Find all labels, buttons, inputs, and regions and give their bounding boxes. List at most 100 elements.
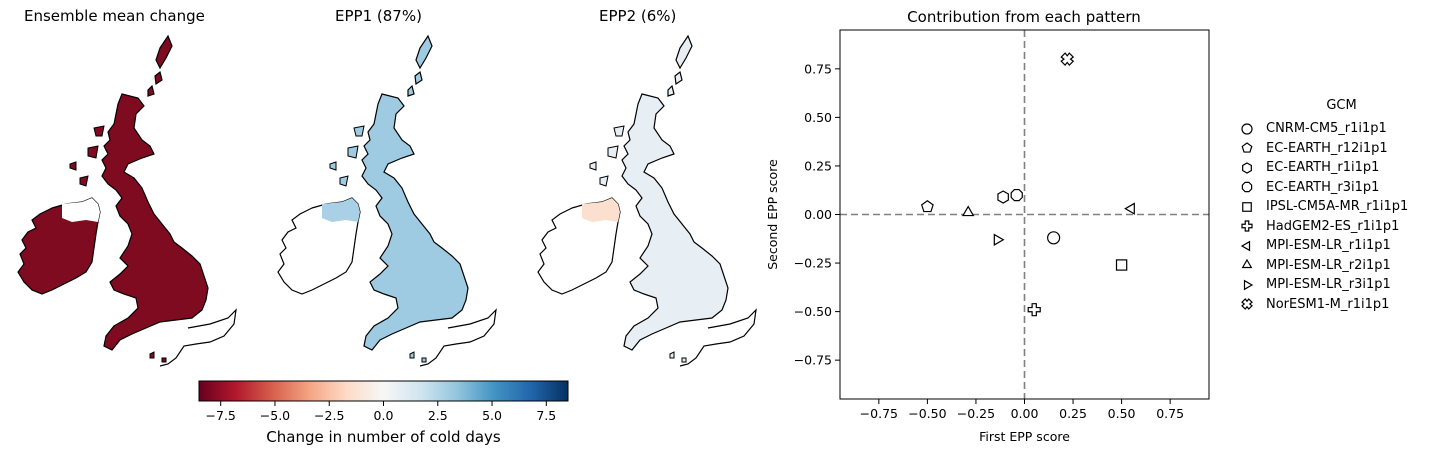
legend-entry: EC-EARTH_r3i1p1: [1232, 178, 1437, 198]
great-britain-landmass: [361, 34, 469, 351]
legend: GCM CNRM-CM5_r1i1p1 EC-EARTH_r12i1p1 EC-EA…: [1232, 98, 1437, 314]
legend-entry: IPSL-CM5A-MR_r1i1p1: [1232, 197, 1437, 217]
legend-marker-hexagon: [1242, 162, 1252, 174]
legend-marker-shape: [1241, 182, 1253, 193]
island: [589, 161, 597, 171]
legend-label: MPI-ESM-LR_r1i1p1: [1266, 238, 1391, 254]
data-point-triangle-right: [993, 233, 1005, 246]
colorbar: −7.5 −5.0 −2.5 0.0 2.5 5.0 7.5 Change in numbe…: [198, 380, 569, 446]
island: [607, 145, 619, 159]
island: [339, 175, 349, 187]
x-tick-label: −0.25: [957, 406, 995, 421]
y-tick-label: 0.50: [804, 110, 832, 125]
island: [79, 175, 89, 187]
legend-marker-shape: [1241, 259, 1253, 269]
island: [599, 175, 609, 187]
legend-marker-shape: [1241, 142, 1253, 153]
y-tick-label: 0.00: [804, 207, 832, 222]
legend-title: GCM: [1326, 98, 1357, 113]
map-title-ensemble: Ensemble mean change: [24, 7, 205, 25]
legend-label: MPI-ESM-LR_r2i1p1: [1266, 257, 1391, 273]
data-point-square: [1115, 259, 1128, 271]
colorbar-tick-label: −2.5: [314, 408, 344, 423]
island: [161, 357, 167, 363]
legend-marker-shape: [1241, 123, 1253, 135]
legend-marker-triangle-up: [1241, 259, 1253, 269]
legend-marker-x-filled: [1241, 298, 1253, 311]
scatter-chart: Contribution from each pattern −0.75 −0.5…: [765, 8, 1210, 444]
ireland-landmass: [537, 197, 621, 295]
island: [669, 351, 675, 359]
legend-marker-square: [1242, 201, 1252, 212]
map-ensemble-mean-change: [17, 34, 237, 367]
legend-marker-shape: [1243, 279, 1254, 291]
colorbar-tick-label: 0.0: [374, 408, 394, 423]
legend-marker-circle: [1241, 123, 1253, 135]
legend-marker-triangle-left: [1240, 240, 1251, 252]
x-tick-label: −0.75: [860, 406, 898, 421]
map-title-epp2: EPP2 (6%): [599, 7, 677, 25]
y-tick-label: −0.50: [794, 304, 832, 319]
data-point-hexagon: [997, 190, 1009, 204]
map-epp2: [537, 34, 757, 367]
data-point-circle: [1047, 231, 1061, 245]
y-axis-label: Second EPP score: [765, 159, 780, 270]
map-title-epp1: EPP1 (87%): [335, 7, 422, 25]
great-britain-landmass: [621, 34, 729, 351]
colorbar-tick-label: 7.5: [536, 408, 556, 423]
legend-entry: EC-EARTH_r1i1p1: [1232, 158, 1437, 178]
x-tick-label: −0.50: [908, 406, 946, 421]
colorbar-gradient: [198, 380, 569, 402]
island: [347, 145, 359, 159]
northern-ireland-region: [322, 198, 360, 222]
legend-entry: MPI-ESM-LR_r2i1p1: [1232, 256, 1437, 276]
data-point-triangle-up: [961, 205, 975, 217]
legend-marker-pentagon: [1241, 142, 1253, 153]
colorbar-tick-label: −5.0: [260, 408, 290, 423]
colorbar-tick-label: 2.5: [428, 408, 448, 423]
colorbar-tick-label: −7.5: [206, 408, 236, 423]
island: [353, 125, 365, 137]
y-tick-label: 0.75: [804, 61, 832, 76]
legend-entry: CNRM-CM5_r1i1p1: [1232, 119, 1437, 139]
island: [613, 125, 625, 137]
data-point-octagon: [1010, 188, 1023, 202]
x-tick-label: 0.50: [1108, 406, 1136, 421]
northern-ireland-region: [62, 198, 100, 222]
legend-label: IPSL-CM5A-MR_r1i1p1: [1266, 199, 1409, 215]
island: [329, 161, 337, 171]
legend-label: NorESM1-M_r1i1p1: [1266, 296, 1390, 312]
coastline-outline: [419, 308, 497, 367]
legend-marker-shape: [1242, 162, 1252, 174]
island: [421, 357, 427, 363]
y-tick-label: −0.75: [794, 353, 832, 368]
x-axis-label: First EPP score: [979, 429, 1070, 444]
legend-entry: MPI-ESM-LR_r3i1p1: [1232, 275, 1437, 295]
island: [93, 125, 105, 137]
x-tick-label: 0.75: [1156, 406, 1184, 421]
legend-marker-shape: [1241, 298, 1253, 311]
legend-label: EC-EARTH_r12i1p1: [1266, 140, 1388, 156]
colorbar-label: Change in number of cold days: [266, 428, 501, 446]
x-tick-label: 0.25: [1059, 406, 1087, 421]
legend-marker-plus: [1241, 220, 1253, 232]
legend-marker-shape: [1242, 201, 1252, 212]
legend-label: EC-EARTH_r1i1p1: [1266, 160, 1380, 176]
legend-entry: HadGEM2-ES_r1i1p1: [1232, 217, 1437, 237]
chart-title: Contribution from each pattern: [907, 8, 1141, 26]
data-point-triangle-left: [1124, 202, 1135, 215]
colorbar-tick-label: 5.0: [482, 408, 502, 423]
legend-marker-triangle-right: [1243, 279, 1254, 291]
legend-label: HadGEM2-ES_r1i1p1: [1266, 218, 1400, 234]
plot-area-frame: [839, 29, 1210, 400]
legend-entry: EC-EARTH_r12i1p1: [1232, 139, 1437, 159]
map-epp1: [277, 34, 497, 367]
legend-entry: MPI-ESM-LR_r1i1p1: [1232, 236, 1437, 256]
island: [69, 161, 77, 171]
y-tick-label: 0.25: [804, 158, 832, 173]
island: [409, 351, 415, 359]
legend-marker-shape: [1240, 240, 1251, 252]
island: [149, 351, 155, 359]
data-point-plus: [1027, 303, 1041, 317]
legend-label: MPI-ESM-LR_r3i1p1: [1266, 277, 1391, 293]
